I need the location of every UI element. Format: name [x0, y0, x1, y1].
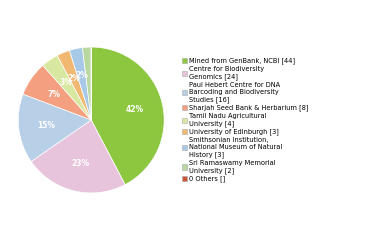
Wedge shape — [18, 94, 91, 162]
Wedge shape — [31, 120, 125, 193]
Wedge shape — [82, 47, 91, 120]
Legend: Mined from GenBank, NCBI [44], Centre for Biodiversity
Genomics [24], Paul Heber: Mined from GenBank, NCBI [44], Centre fo… — [182, 58, 309, 182]
Wedge shape — [43, 55, 91, 120]
Text: 2%: 2% — [75, 71, 88, 80]
Wedge shape — [91, 47, 164, 185]
Text: 3%: 3% — [59, 78, 72, 87]
Text: 23%: 23% — [71, 159, 89, 168]
Text: 42%: 42% — [126, 105, 144, 114]
Wedge shape — [70, 48, 91, 120]
Text: 2%: 2% — [68, 74, 80, 83]
Text: 7%: 7% — [48, 90, 60, 99]
Wedge shape — [23, 65, 91, 120]
Wedge shape — [57, 50, 91, 120]
Text: 15%: 15% — [37, 121, 55, 130]
